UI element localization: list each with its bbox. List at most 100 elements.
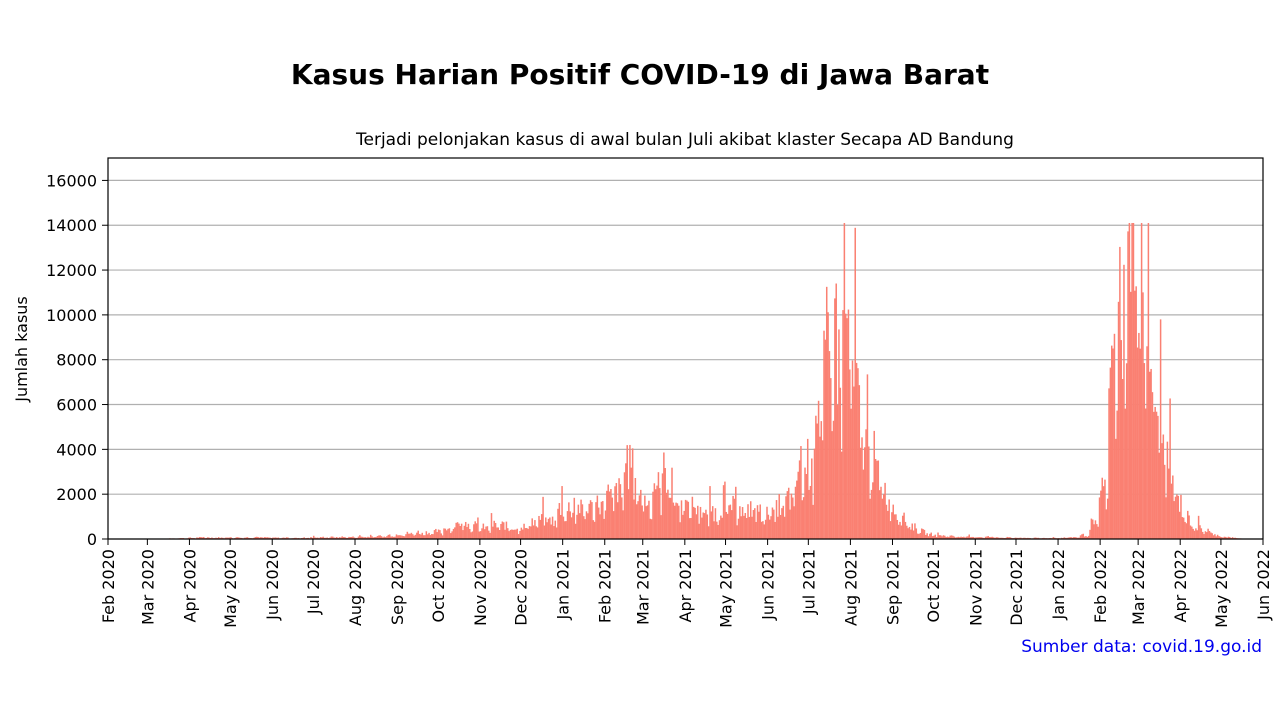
daily-bar [908, 526, 911, 539]
daily-bar [1120, 340, 1122, 539]
daily-bar [1218, 536, 1220, 539]
daily-bar [657, 472, 660, 539]
daily-bar [1119, 246, 1121, 539]
daily-bar [365, 537, 368, 539]
daily-bar [459, 525, 462, 539]
daily-bar [782, 505, 785, 539]
daily-bar [258, 537, 261, 539]
daily-bar [340, 537, 342, 539]
daily-bar [660, 515, 662, 539]
daily-bar [528, 526, 531, 539]
daily-bar [407, 533, 410, 539]
daily-bar [312, 535, 315, 539]
daily-bar [467, 523, 470, 539]
daily-bar [934, 534, 937, 539]
daily-bar [361, 536, 364, 539]
daily-bar [972, 536, 975, 539]
daily-bar [265, 537, 267, 539]
daily-bar [401, 535, 403, 539]
x-tick-label: Jan 2021 [554, 549, 573, 620]
daily-bar [608, 491, 611, 539]
daily-bar [629, 444, 631, 539]
daily-bar [547, 518, 550, 539]
daily-bar [435, 528, 437, 539]
daily-bar [897, 524, 900, 539]
daily-bar [961, 536, 964, 539]
daily-bar [925, 534, 927, 539]
daily-bar [420, 534, 422, 539]
daily-bar [1087, 535, 1090, 539]
x-tick-label: May 2021 [717, 549, 736, 628]
daily-bar [464, 521, 467, 539]
x-tick-label: Jun 2021 [759, 549, 778, 621]
daily-bar [257, 536, 259, 539]
daily-bar [850, 408, 852, 539]
daily-bar [1098, 497, 1101, 539]
daily-bar [683, 510, 685, 539]
daily-bar [222, 537, 224, 539]
daily-bar [732, 495, 734, 539]
daily-bar [995, 537, 998, 539]
daily-bar [227, 537, 229, 539]
x-axis: Feb 2020 Mar 2020 Apr 2020 May 2020 Jun 2020… [99, 539, 1273, 628]
daily-bar [874, 459, 877, 539]
daily-bar [384, 537, 387, 539]
daily-bar [800, 446, 802, 539]
daily-bar [188, 537, 190, 539]
daily-bar [380, 536, 383, 539]
daily-bar [1162, 434, 1165, 539]
bars-group [148, 222, 1242, 540]
daily-bar [933, 535, 935, 539]
daily-bar [588, 503, 590, 539]
daily-bar [1146, 346, 1148, 539]
daily-bar [958, 537, 961, 539]
daily-bar [1007, 537, 1010, 539]
daily-bar [412, 534, 414, 539]
daily-bar [397, 535, 399, 539]
daily-bar [562, 516, 565, 539]
daily-bar [578, 513, 581, 539]
daily-bar [975, 537, 977, 539]
daily-bar [490, 513, 493, 539]
daily-bar [971, 536, 973, 539]
daily-bar [501, 521, 504, 539]
daily-bar [644, 495, 646, 539]
data-source-note[interactable]: Sumber data: covid.19.go.id [1021, 637, 1262, 657]
daily-bar [1210, 532, 1212, 539]
daily-bar [827, 312, 829, 539]
daily-bar [802, 497, 805, 539]
grid-lines [108, 179, 1263, 540]
daily-bar [488, 530, 490, 539]
daily-bar [999, 537, 1002, 539]
daily-bar [1116, 410, 1118, 539]
daily-bar [764, 519, 767, 539]
daily-bar [942, 535, 945, 539]
daily-bar [836, 404, 839, 539]
daily-bar [323, 537, 326, 539]
daily-bar [824, 339, 827, 539]
daily-bar [574, 523, 577, 539]
daily-bar [1060, 537, 1063, 539]
daily-bar [536, 527, 539, 539]
daily-bar [1105, 509, 1108, 539]
daily-bar [1121, 379, 1124, 539]
daily-bar [1112, 348, 1114, 539]
daily-bar [203, 536, 205, 539]
daily-bar [968, 534, 970, 539]
daily-bar [519, 530, 521, 539]
daily-bar [494, 522, 497, 539]
daily-bar [649, 518, 652, 539]
daily-bar [422, 535, 425, 539]
daily-bar [1024, 537, 1026, 539]
daily-bar [881, 498, 884, 539]
daily-bar [425, 531, 428, 539]
x-tick-label: Mar 2021 [634, 549, 653, 625]
daily-bar [903, 512, 905, 539]
daily-bar [1097, 526, 1099, 539]
daily-bar [325, 537, 327, 539]
y-tick-label: 12000 [46, 261, 97, 280]
daily-bar [348, 536, 350, 539]
daily-bar [935, 537, 938, 539]
daily-bar [402, 536, 405, 539]
daily-bar [364, 537, 367, 539]
